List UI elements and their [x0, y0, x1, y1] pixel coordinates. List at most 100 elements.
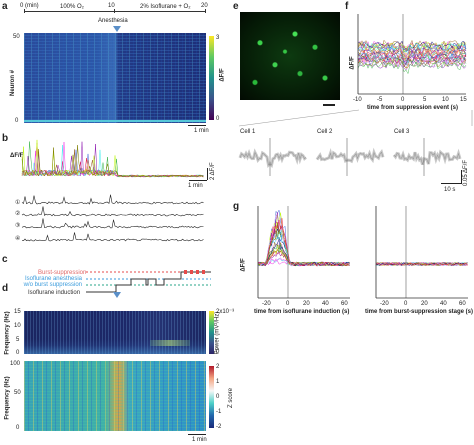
event-aligned-trace: [357, 44, 467, 57]
panel-label-d: d: [2, 283, 9, 294]
g-left-xtick-0: 0: [286, 301, 290, 307]
imaging-scale-bar: [323, 104, 335, 106]
spectrogram-ytick-10: 10: [14, 323, 21, 329]
panel-label-e: e: [233, 1, 239, 12]
state-label-induction: Isoflurane induction: [28, 290, 81, 296]
burst-trace: [375, 262, 468, 266]
event-aligned-traces: [357, 14, 467, 95]
heatmap-cbar: [209, 36, 214, 120]
cell-1-label: Cell 1: [240, 129, 256, 135]
event-aligned-trace: [357, 40, 467, 52]
state-diagram: [86, 270, 211, 293]
timeline-tick-20: [205, 9, 206, 13]
timeline-end-label: 20: [201, 3, 208, 9]
g-left-xtick-40: 40: [322, 301, 329, 307]
population-scale-y: [207, 168, 208, 180]
panel-label-c: c: [2, 254, 8, 265]
cell-scale-y: [461, 170, 462, 183]
zscore-ytick-100: 100: [10, 361, 21, 367]
heatmap-cbar-max: 3: [216, 35, 220, 41]
g-right-xtick-60: 60: [459, 301, 466, 307]
event-aligned-xlabel: time from suppression event (s): [367, 105, 459, 111]
induction-trace: [257, 219, 350, 267]
g-left-xtick-60: 60: [341, 301, 348, 307]
panel-label-b: b: [2, 133, 9, 144]
trace-label-3: ③: [15, 223, 21, 229]
population-scale-y-label: 2 ΔF/F: [210, 162, 216, 180]
f-xtick-0: 0: [401, 97, 405, 103]
cell-scale-y-label: 0.05 ΔF/F: [463, 159, 469, 186]
timeline-mid-label: 10: [108, 3, 115, 9]
heatmap-ylabel: Neuron #: [10, 69, 17, 97]
zscore-scale-label: 1 min: [192, 437, 207, 443]
population-scale-x: [189, 180, 207, 181]
event-aligned-trace: [357, 47, 467, 59]
zscore-ylabel: Frequency (Hz): [4, 376, 11, 420]
anesthesia-arrow-icon: [113, 26, 121, 32]
spectrogram-cbar-label: Power (mV²/Hz): [214, 311, 221, 355]
population-traces: [21, 139, 204, 178]
f-xtick-15: 15: [460, 97, 467, 103]
calcium-imaging-fov: [240, 12, 340, 100]
spectrogram-ytick-0: 0: [16, 350, 20, 356]
f-xtick-10: 10: [442, 97, 449, 103]
spectrogram-cbar: [209, 311, 214, 354]
anesthesia-event-label: Anesthesia: [98, 18, 128, 24]
population-scale-x-label: 1 min: [188, 183, 203, 189]
event-aligned-trace: [357, 50, 467, 62]
trace-label-2: ②: [15, 211, 21, 217]
zscore-cbar: [209, 366, 214, 428]
zscore-spectrogram: [24, 361, 206, 431]
induction-xlabel: time from isoflurane induction (s): [254, 309, 350, 315]
trace-label-4: ④: [15, 236, 21, 242]
timeline-tick-0: [24, 9, 25, 13]
zscore-cbar-label: Z score: [228, 387, 235, 409]
burst-xlabel: time from burst-suppression stage (s): [365, 309, 474, 315]
heatmap-ytick-0: 0: [15, 118, 19, 124]
f-xtick-neg10: -10: [353, 97, 362, 103]
panel-label-g: g: [233, 201, 240, 212]
neuron-activity-heatmap: [24, 33, 206, 123]
g-right-xtick-0: 0: [404, 301, 408, 307]
heatmap-cbar-min: 0: [216, 116, 220, 122]
spectrogram-bright-band: [150, 340, 190, 346]
spectrogram-cbar-min: 0: [216, 349, 220, 355]
state-label-anesthesia: Isoflurane anesthesia w/o burst suppress…: [23, 276, 82, 288]
event-aligned-trace: [357, 61, 467, 75]
zoom-connector: [238, 109, 473, 127]
panel-c-arrow-icon: [113, 292, 121, 298]
cell-scale-x-label: 10 s: [444, 187, 456, 193]
condition-isoflurane-label: 2% Isoflurane + O₂: [140, 4, 191, 10]
population-trace: [21, 145, 204, 178]
g-right-xtick-neg20: -20: [380, 301, 389, 307]
f-xtick-5: 5: [423, 97, 427, 103]
burst-aligned-traces: [375, 206, 468, 299]
population-trace: [21, 159, 204, 178]
cell-3-label: Cell 3: [394, 129, 410, 135]
single-cell-trace: [21, 206, 204, 217]
timeline-start-label: 0 (min): [20, 3, 39, 9]
heatmap-bright-line: [24, 120, 206, 122]
induction-ylabel: ΔF/F: [240, 258, 247, 272]
timeline-axis: [24, 11, 206, 12]
zscore-cbar-2: 2: [216, 364, 220, 370]
g-right-xtick-40: 40: [440, 301, 447, 307]
condition-oxygen-label: 100% O₂: [60, 4, 85, 10]
zscore-cbar-neg2: -2: [216, 424, 222, 430]
heatmap-scale-label: 1 min: [194, 128, 209, 134]
event-aligned-trace: [357, 51, 467, 64]
f-xtick-neg5: -5: [377, 97, 383, 103]
panel-label-a: a: [2, 1, 8, 12]
zscore-ytick-0: 0: [16, 425, 20, 431]
event-aligned-trace: [357, 42, 467, 52]
single-cell-trace: [21, 218, 204, 229]
zscore-scale-bar: [188, 434, 206, 435]
spectrogram-cbar-max: 2x10⁻³: [216, 309, 235, 315]
g-left-xtick-neg20: -20: [262, 301, 271, 307]
spectrogram-ytick-5: 5: [16, 337, 20, 343]
heatmap-cbar-label: ΔF/F: [219, 68, 226, 82]
cell-mean-trace: [316, 151, 384, 162]
population-trace-ylabel: ΔF/F: [10, 153, 24, 159]
state-label-burst-suppression: Burst-suppression: [38, 270, 87, 276]
zscore-cbar-neg1: -1: [216, 409, 222, 415]
